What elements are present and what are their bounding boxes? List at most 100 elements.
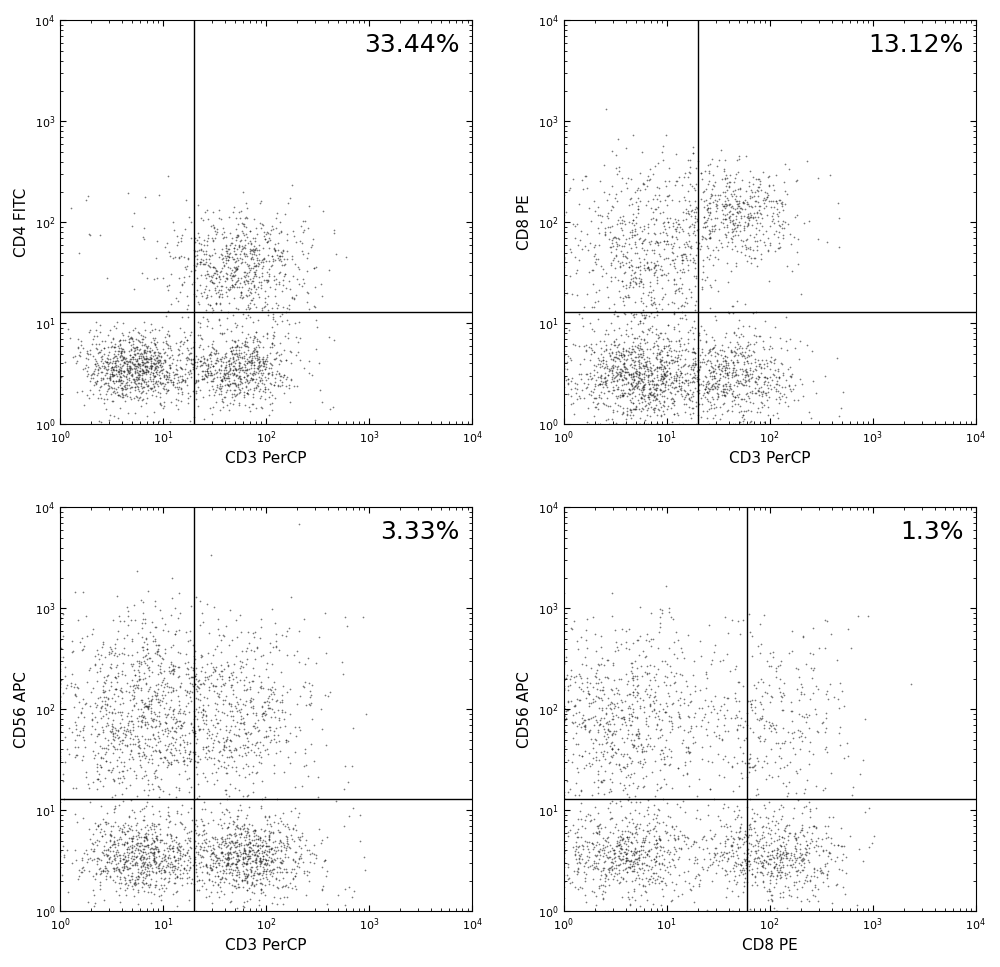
Point bbox=[740, 355, 756, 370]
Point bbox=[136, 832, 152, 847]
Point bbox=[119, 676, 135, 691]
Point bbox=[818, 831, 834, 846]
Point bbox=[140, 377, 156, 393]
Point bbox=[628, 361, 644, 376]
Point bbox=[114, 389, 130, 404]
Point bbox=[77, 360, 93, 375]
Point bbox=[266, 757, 282, 773]
Point bbox=[228, 759, 244, 775]
Point bbox=[799, 773, 815, 788]
Point bbox=[625, 380, 641, 396]
Point bbox=[99, 365, 115, 380]
Point bbox=[214, 373, 230, 389]
Point bbox=[149, 769, 165, 784]
Point bbox=[205, 858, 221, 873]
Point bbox=[226, 279, 242, 295]
Point bbox=[113, 352, 129, 367]
Point bbox=[706, 400, 722, 416]
Point bbox=[807, 701, 823, 717]
Point bbox=[174, 816, 190, 832]
Point bbox=[321, 330, 337, 345]
Point bbox=[230, 879, 246, 894]
Point bbox=[763, 199, 779, 215]
Point bbox=[636, 392, 652, 407]
Point bbox=[119, 862, 135, 877]
Point bbox=[134, 380, 150, 396]
Point bbox=[656, 674, 672, 689]
Point bbox=[239, 367, 255, 383]
Point bbox=[556, 312, 572, 328]
Point bbox=[135, 841, 151, 857]
Point bbox=[100, 352, 116, 367]
Point bbox=[193, 647, 209, 662]
Point bbox=[226, 726, 242, 742]
Point bbox=[162, 826, 178, 841]
Point bbox=[592, 683, 608, 698]
Point bbox=[699, 391, 715, 406]
Point bbox=[183, 263, 199, 278]
Point bbox=[728, 193, 744, 209]
Point bbox=[725, 216, 741, 231]
Point bbox=[130, 367, 146, 383]
Point bbox=[89, 759, 105, 775]
Point bbox=[655, 375, 671, 391]
Point bbox=[67, 349, 83, 365]
Point bbox=[157, 645, 173, 660]
Point bbox=[212, 852, 228, 867]
Point bbox=[204, 873, 220, 889]
Point bbox=[256, 272, 272, 287]
Point bbox=[734, 366, 750, 382]
Point bbox=[563, 396, 579, 412]
Point bbox=[742, 719, 758, 735]
Point bbox=[147, 840, 163, 856]
Point bbox=[776, 838, 792, 854]
Point bbox=[759, 356, 775, 371]
Point bbox=[623, 834, 639, 849]
Point bbox=[186, 703, 202, 718]
Point bbox=[115, 769, 131, 784]
Point bbox=[146, 844, 162, 860]
Point bbox=[257, 742, 273, 757]
Point bbox=[257, 856, 273, 871]
Point bbox=[103, 645, 119, 660]
Point bbox=[151, 637, 167, 653]
Point bbox=[245, 698, 261, 714]
Point bbox=[222, 376, 238, 392]
Point bbox=[111, 729, 127, 745]
Point bbox=[637, 412, 653, 427]
Point bbox=[52, 724, 68, 740]
Point bbox=[710, 377, 726, 393]
Point bbox=[57, 354, 73, 369]
Point bbox=[645, 379, 661, 395]
Point bbox=[308, 259, 324, 275]
Point bbox=[207, 245, 223, 260]
Point bbox=[724, 369, 740, 385]
Point bbox=[712, 370, 728, 386]
Point bbox=[693, 390, 709, 405]
Point bbox=[236, 247, 252, 262]
Point bbox=[273, 353, 289, 368]
Point bbox=[328, 794, 344, 809]
Point bbox=[180, 350, 196, 366]
Point bbox=[630, 393, 646, 408]
Point bbox=[145, 744, 161, 759]
Point bbox=[112, 389, 128, 404]
Point bbox=[250, 278, 266, 294]
Point bbox=[134, 847, 150, 863]
Point bbox=[723, 849, 739, 864]
Point bbox=[79, 629, 95, 644]
Point bbox=[175, 753, 191, 769]
Point bbox=[238, 287, 254, 303]
Point bbox=[609, 339, 625, 355]
Point bbox=[262, 719, 278, 735]
Point bbox=[98, 361, 114, 376]
Point bbox=[183, 840, 199, 856]
Point bbox=[228, 263, 244, 278]
Point bbox=[771, 224, 787, 240]
Point bbox=[756, 797, 772, 812]
Point bbox=[578, 894, 594, 910]
Point bbox=[662, 366, 678, 381]
Point bbox=[590, 357, 606, 372]
Point bbox=[104, 380, 120, 396]
Point bbox=[297, 837, 313, 853]
